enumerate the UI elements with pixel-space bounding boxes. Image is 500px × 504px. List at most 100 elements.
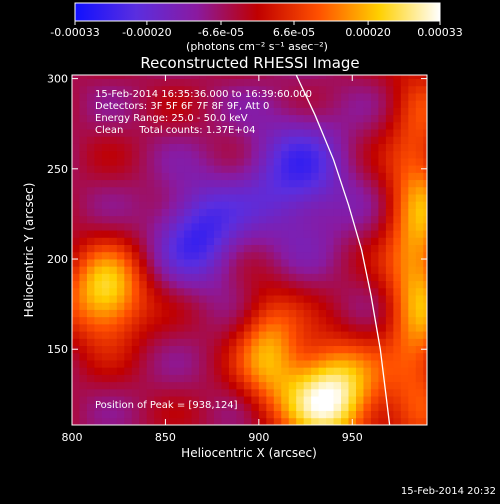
heatmap-cell <box>341 75 349 80</box>
heatmap-cell <box>400 352 409 361</box>
heatmap-cell <box>393 417 402 425</box>
heatmap-cell <box>378 295 387 303</box>
heatmap-cell <box>236 323 245 332</box>
heatmap-cell <box>288 114 297 123</box>
heatmap-cell <box>214 309 222 318</box>
heatmap-cell <box>94 367 103 375</box>
heatmap-cell <box>124 230 133 238</box>
heatmap-cell <box>191 360 200 368</box>
heatmap-cell <box>109 251 118 260</box>
heatmap-cell <box>161 201 170 209</box>
heatmap-cell <box>296 273 305 282</box>
heatmap-cell <box>146 266 155 274</box>
heatmap-cell <box>363 186 372 195</box>
heatmap-cell <box>400 114 409 123</box>
heatmap-cell <box>154 121 163 130</box>
heatmap-cell <box>221 143 230 152</box>
heatmap-cell <box>385 374 394 383</box>
heatmap-cell <box>363 114 372 123</box>
heatmap-cell <box>393 75 402 80</box>
heatmap-cell <box>124 352 133 361</box>
heatmap-cell <box>124 280 133 289</box>
heatmap-cell <box>214 114 222 123</box>
heatmap-cell <box>370 259 379 267</box>
heatmap-cell <box>116 100 125 108</box>
heatmap-cell <box>415 381 424 390</box>
heatmap-cell <box>385 316 394 325</box>
heatmap-cell <box>423 251 427 260</box>
heatmap-cell <box>169 323 178 332</box>
heatmap-cell <box>393 367 402 375</box>
heatmap-cell <box>378 417 387 425</box>
heatmap-cell <box>161 360 170 368</box>
heatmap-cell <box>176 417 185 425</box>
heatmap-cell <box>221 165 230 173</box>
heatmap-cell <box>341 388 349 397</box>
heatmap-cell <box>385 323 394 332</box>
heatmap-cell <box>169 172 178 181</box>
heatmap-cell <box>251 201 260 209</box>
heatmap-cell <box>318 194 327 202</box>
heatmap-cell <box>400 222 409 231</box>
heatmap-cell <box>311 273 320 282</box>
heatmap-cell <box>258 352 267 361</box>
heatmap-cell <box>131 259 140 267</box>
heatmap-cell <box>311 302 320 310</box>
heatmap-cell <box>273 78 282 87</box>
heatmap-cell <box>281 208 290 217</box>
heatmap-cell <box>176 338 185 347</box>
heatmap-cell <box>109 287 118 296</box>
heatmap-cell <box>169 165 178 173</box>
heatmap-cell <box>199 230 207 238</box>
heatmap-cell <box>288 266 297 274</box>
heatmap-cell <box>288 157 297 166</box>
colorbar-tick-label: -6.6e-05 <box>198 26 244 39</box>
heatmap-cell <box>72 331 80 339</box>
y-tick-label: 300 <box>47 73 68 86</box>
heatmap-cell <box>408 107 417 116</box>
heatmap-cell <box>288 172 297 181</box>
heatmap-cell <box>415 100 424 108</box>
heatmap-cell <box>236 230 245 238</box>
heatmap-cell <box>116 352 125 361</box>
heatmap-cell <box>72 323 80 332</box>
heatmap-cell <box>131 381 140 390</box>
heatmap-cell <box>258 302 267 310</box>
heatmap-cell <box>101 78 110 87</box>
heatmap-cell <box>139 266 148 274</box>
heatmap-cell <box>423 266 427 274</box>
heatmap-cell <box>326 396 334 404</box>
heatmap-cell <box>370 100 379 108</box>
heatmap-cell <box>109 345 118 354</box>
heatmap-cell <box>236 295 245 303</box>
heatmap-cell <box>214 201 222 209</box>
heatmap-cell <box>341 143 349 152</box>
heatmap-cell <box>154 150 163 159</box>
heatmap-cell <box>281 215 290 224</box>
heatmap-cell <box>281 388 290 397</box>
heatmap-cell <box>266 410 275 419</box>
heatmap-cell <box>326 374 334 383</box>
heatmap-cell <box>266 157 275 166</box>
heatmap-cell <box>303 388 312 397</box>
heatmap-cell <box>273 85 282 94</box>
heatmap-cell <box>251 374 260 383</box>
heatmap-cell <box>124 114 133 123</box>
heatmap-cell <box>273 266 282 274</box>
heatmap-cell <box>124 251 133 260</box>
heatmap-cell <box>400 215 409 224</box>
heatmap-cell <box>124 222 133 231</box>
heatmap-cell <box>214 75 222 80</box>
heatmap-cell <box>176 165 185 173</box>
heatmap-cell <box>370 287 379 296</box>
heatmap-cell <box>191 410 200 419</box>
heatmap-cell <box>221 150 230 159</box>
heatmap-cell <box>303 287 312 296</box>
heatmap-cell <box>370 85 379 94</box>
heatmap-cell <box>176 280 185 289</box>
heatmap-cell <box>311 100 320 108</box>
heatmap-cell <box>214 352 222 361</box>
heatmap-cell <box>72 100 80 108</box>
heatmap-cell <box>124 237 133 245</box>
heatmap-cell <box>161 157 170 166</box>
